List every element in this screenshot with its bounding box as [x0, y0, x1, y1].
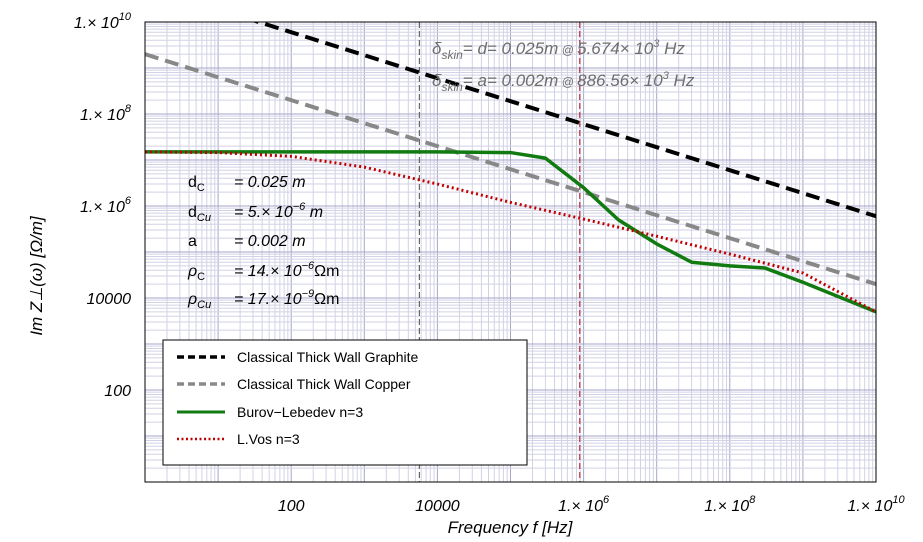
- param-dcu: dCu = 5.× 10−6 m: [188, 201, 323, 224]
- y-tick-label: 1.× 108: [80, 103, 132, 124]
- x-tick-label: 10000: [415, 498, 460, 515]
- x-tick-label: 100: [278, 498, 305, 515]
- legend-label-3: L.Vos n=3: [237, 431, 300, 447]
- y-tick-label: 1.× 106: [80, 195, 132, 216]
- param-a: a = 0.002 m: [188, 233, 306, 250]
- series-line-0: [252, 22, 876, 219]
- y-tick-labels: 100 10000 1.× 106 1.× 108 1.× 1010: [74, 11, 132, 400]
- legend-label-0: Classical Thick Wall Graphite: [237, 349, 418, 365]
- series-line-3: [145, 150, 876, 314]
- annotation-skin-d: δskin= d= 0.025m @ 5.674× 103 Hz: [432, 38, 685, 62]
- x-tick-label: 1.× 106: [558, 494, 610, 515]
- param-rho-c: ρC = 14.× 10−6Ωm: [187, 260, 339, 283]
- param-rho-cu: ρCu = 17.× 10−9Ωm: [187, 288, 339, 311]
- legend-box: [162, 339, 528, 466]
- legend-label-2: Burov−Lebedev n=3: [237, 404, 363, 420]
- y-axis-label: Im Z⊥(ω) [Ω/m]: [27, 215, 46, 336]
- x-tick-label: 1.× 108: [704, 494, 756, 515]
- param-dc: dC = 0.025 m: [188, 174, 306, 194]
- y-tick-label: 10000: [87, 291, 132, 308]
- y-tick-label: 1.× 1010: [74, 11, 132, 32]
- series-line-2: [145, 150, 876, 314]
- series-lines: [145, 22, 876, 314]
- series-line-1: [145, 52, 876, 287]
- plot-frame: [144, 21, 877, 483]
- legend-label-1: Classical Thick Wall Copper: [237, 376, 411, 392]
- x-tick-label: 1.× 1010: [847, 494, 905, 515]
- legend: Classical Thick Wall Graphite Classical T…: [162, 339, 528, 466]
- y-tick-label: 100: [104, 383, 131, 400]
- x-axis-label: Frequency f [Hz]: [448, 518, 574, 537]
- annotation-skin-a: δskin= a= 0.002m @ 886.56× 103 Hz: [432, 70, 695, 94]
- x-tick-labels: 100 10000 1.× 106 1.× 108 1.× 1010: [278, 494, 906, 515]
- parameter-list: dC = 0.025 m dCu = 5.× 10−6 m a = 0.002 m ρ…: [187, 174, 339, 311]
